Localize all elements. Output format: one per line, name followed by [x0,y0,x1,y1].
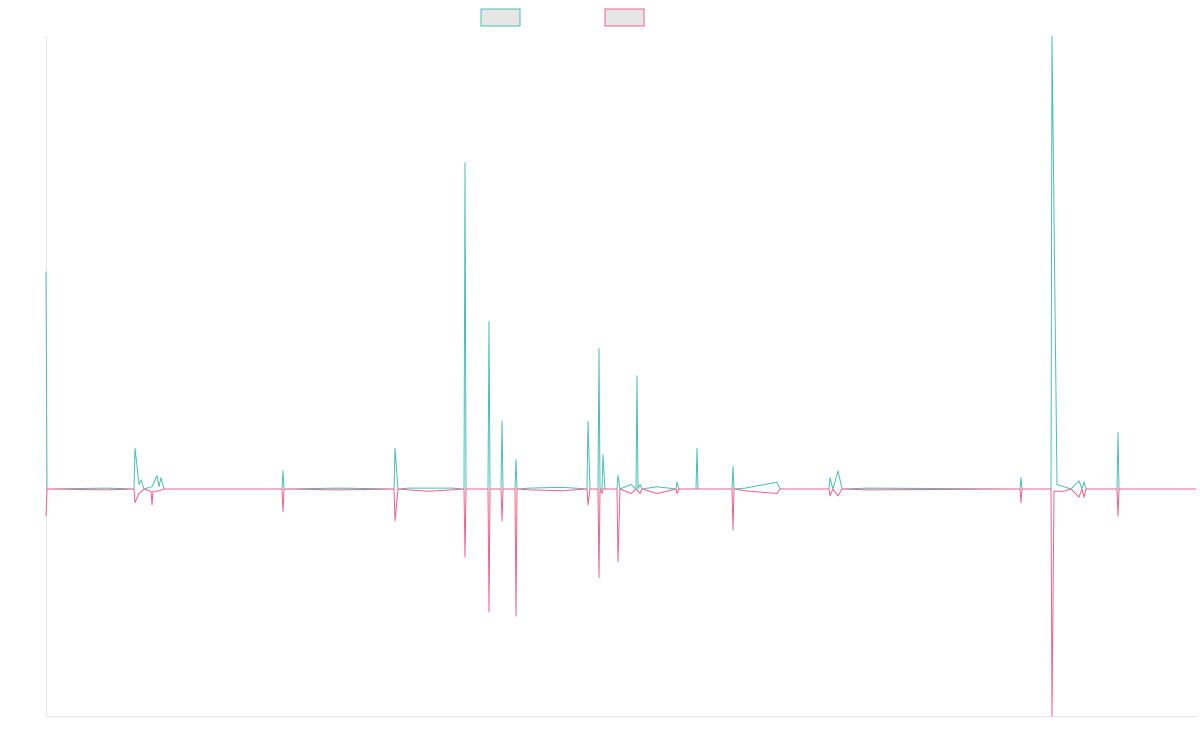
legend-swatch-series-b[interactable] [604,8,645,27]
legend-swatch-series-a[interactable] [480,8,521,27]
axes [46,36,1196,717]
plot-area [45,35,1196,717]
series-line-a [45,35,1196,490]
series-line-b [45,488,1196,717]
legend [480,8,645,27]
